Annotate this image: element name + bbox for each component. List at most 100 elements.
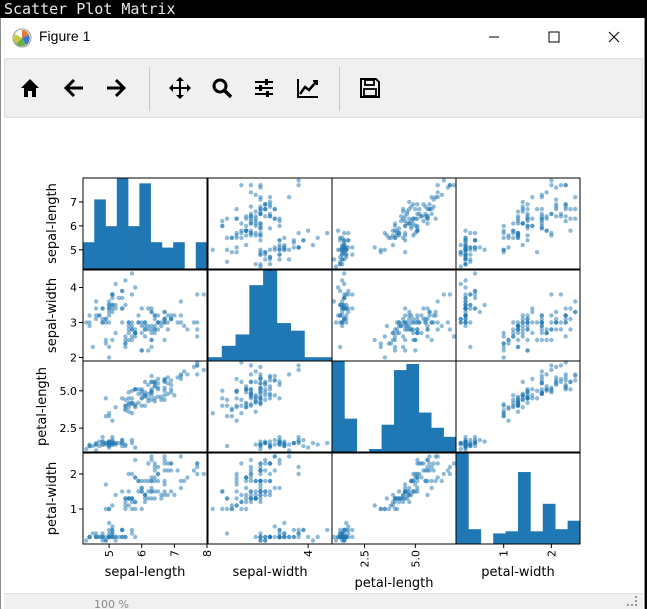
scatter-point [394, 230, 400, 236]
scatter-point [272, 373, 277, 379]
scatter-point [263, 397, 268, 402]
scatter-point [407, 309, 412, 315]
scatter-point [263, 478, 268, 484]
scatter-point [119, 489, 125, 494]
scatter-point [263, 468, 268, 473]
close-button[interactable] [591, 18, 637, 56]
histogram-bar [94, 199, 106, 269]
scatter-point [272, 468, 277, 473]
scatter-point [568, 387, 573, 392]
scatter-point [425, 316, 430, 322]
maximize-button[interactable] [531, 18, 577, 56]
x-tick-label: 1 [498, 550, 511, 557]
scatter-point [506, 418, 511, 423]
forward-button[interactable] [101, 73, 131, 103]
scatter-point [435, 327, 440, 332]
scatter-point [258, 499, 263, 505]
scatter-point [168, 468, 174, 473]
scatter-point [224, 397, 230, 402]
scatter-point [435, 182, 440, 188]
scatter-point [116, 295, 122, 301]
scatter-point [291, 527, 297, 533]
scatter-point [415, 316, 420, 322]
scatter-point [296, 439, 301, 444]
scatter-point [415, 202, 420, 207]
histogram-bar [208, 357, 223, 361]
scatter-point [243, 475, 249, 480]
scatter-point [305, 445, 311, 450]
scatter-point [133, 327, 138, 332]
scatter-point [162, 461, 167, 466]
scatter-point [277, 534, 282, 540]
scatter-point [458, 440, 463, 446]
histogram-bar [468, 529, 482, 544]
scatter-point [344, 520, 349, 526]
scatter-point [106, 534, 112, 540]
scatter-point [106, 313, 112, 318]
size-grip-icon[interactable] [627, 596, 637, 606]
scatter-point [162, 478, 167, 484]
scatter-point [248, 391, 254, 397]
histogram-bar [318, 357, 333, 361]
scatter-point [530, 194, 535, 200]
scatter-point [563, 182, 568, 188]
scatter-point [468, 306, 473, 311]
scatter-point [277, 252, 282, 257]
histogram-bar [406, 364, 420, 452]
edit-axis-button[interactable] [293, 73, 323, 103]
scatter-point [392, 334, 398, 339]
scatter-point [553, 309, 559, 315]
scatter-point [152, 489, 157, 494]
scatter-point [415, 226, 420, 231]
scatter-point [339, 323, 345, 329]
scatter-point [525, 323, 530, 329]
x-axis-label: petal-width [481, 565, 554, 580]
scatter-point [286, 257, 292, 262]
histogram-bar [304, 357, 319, 361]
scatter-point [133, 445, 138, 450]
pan-button[interactable] [165, 73, 195, 103]
scatter-point [337, 302, 343, 308]
scatter-point [248, 478, 254, 484]
scatter-point [421, 468, 426, 473]
scatter-point [178, 485, 184, 491]
scatter-point [525, 327, 530, 332]
save-button[interactable] [355, 73, 385, 103]
scatter-point [234, 496, 239, 501]
scatter-point [97, 439, 102, 444]
home-button[interactable] [15, 73, 45, 103]
zoom-button[interactable] [207, 73, 237, 103]
scatter-point [472, 245, 478, 250]
scatter-point [142, 478, 148, 484]
scatter-point [413, 348, 418, 353]
scatter-point [382, 355, 388, 360]
scatter-point [129, 506, 135, 512]
minimize-button[interactable] [471, 18, 517, 56]
scatter-point [333, 264, 339, 269]
scatter-point [258, 400, 263, 405]
scatter-point [220, 218, 225, 224]
scatter-point [296, 527, 301, 533]
scatter-point [558, 292, 564, 297]
scatter-point [136, 489, 141, 494]
configure-subplots-button[interactable] [249, 73, 279, 103]
scatter-point [396, 489, 402, 494]
scatter-point [162, 397, 167, 402]
scatter-point [239, 221, 244, 226]
histogram-bar [493, 533, 506, 544]
scatter-point [335, 228, 341, 233]
x-tick-label: 5.0 [409, 550, 422, 568]
scatter-point [146, 478, 151, 484]
scatter-point [168, 378, 174, 383]
scatter-point [520, 379, 525, 385]
scatter-point [573, 206, 578, 212]
scatter-point [129, 327, 135, 332]
back-button[interactable] [59, 73, 89, 103]
scatter-point [103, 482, 109, 487]
scatter-point [185, 372, 190, 377]
y-tick-label: 4 [70, 282, 77, 295]
figure-canvas[interactable]: 5 6 7 sepal-length 2 3 4 sepal-width 2.5 5.0 petal… [4, 119, 643, 593]
scatter-point [149, 475, 154, 480]
scatter-point [333, 538, 339, 543]
x-tick-label: 6 [136, 550, 149, 557]
